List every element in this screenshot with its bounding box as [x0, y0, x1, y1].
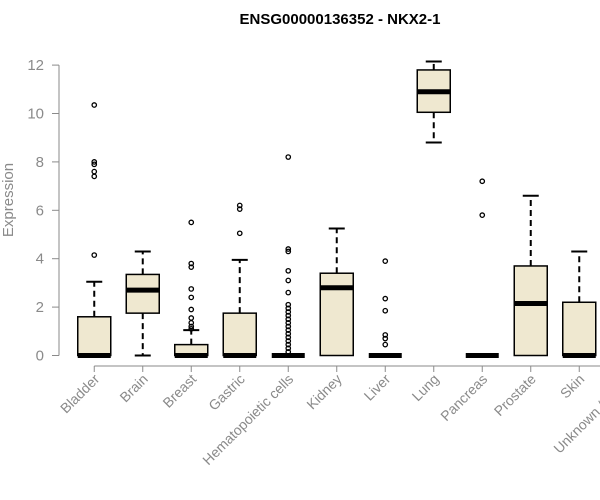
outlier-point: [236, 206, 243, 212]
outlier-point: [188, 286, 195, 292]
outlier-point: [91, 252, 98, 258]
x-tick-label: Kidney: [303, 371, 345, 413]
outlier-point: [382, 341, 389, 348]
box-brain: [125, 250, 160, 357]
box-hematopoietic-cells: [271, 154, 305, 358]
box-body: [513, 265, 548, 357]
outlier-point: [382, 307, 389, 314]
outlier-point: [285, 246, 292, 252]
outlier-point: [285, 323, 292, 330]
outlier-point: [285, 316, 292, 323]
x-tick-label: Skin: [557, 371, 588, 402]
boxes-group: [77, 60, 597, 358]
y-tick-label: 4: [36, 251, 44, 268]
outlier-point: [285, 277, 292, 284]
y-tick-label: 12: [27, 57, 44, 74]
outlier-point: [91, 173, 98, 180]
box-pancreas: [465, 178, 499, 358]
outlier-point: [188, 326, 195, 332]
outlier-point: [382, 335, 389, 342]
box-body: [562, 301, 597, 357]
x-tick-label: Pancreas: [437, 371, 490, 424]
y-axis-label: Expression: [0, 163, 17, 237]
x-tick-label: Bladder: [57, 371, 103, 417]
outlier-point: [285, 154, 292, 160]
box-prostate: [513, 194, 548, 357]
outlier-point: [479, 212, 486, 218]
outlier-point: [91, 102, 98, 108]
outlier-point: [188, 294, 195, 301]
box-body: [125, 273, 160, 314]
box-kidney: [319, 227, 354, 357]
outlier-point: [91, 161, 98, 168]
outlier-point: [285, 345, 292, 352]
outlier-point: [285, 338, 292, 344]
outlier-point: [285, 305, 292, 312]
y-tick-label: 6: [36, 202, 44, 219]
x-tick-label: Breast: [159, 371, 199, 411]
y-tick-label: 0: [36, 348, 44, 365]
box-skin: [562, 250, 597, 358]
x-tick-label: Gastric: [205, 371, 248, 414]
outlier-point: [236, 230, 243, 237]
x-tick-label: Prostate: [491, 371, 539, 419]
outlier-point: [236, 202, 243, 209]
outlier-point: [382, 295, 389, 302]
outlier-point: [91, 168, 98, 175]
x-tick-label: Hematopoietic cells: [199, 371, 296, 468]
chart-title: ENSG00000136352 - NKX2-1: [240, 11, 441, 28]
outlier-point: [188, 323, 195, 330]
box-bladder: [77, 102, 112, 358]
outlier-point: [479, 178, 486, 185]
outlier-point: [285, 341, 292, 348]
box-breast: [174, 219, 209, 358]
outlier-point: [188, 315, 195, 321]
outlier-point: [285, 309, 292, 315]
outlier-point: [285, 330, 292, 337]
outlier-point: [285, 334, 292, 341]
outlier-point: [285, 301, 292, 308]
outlier-point: [382, 258, 389, 264]
x-tick-label: Brain: [116, 371, 150, 405]
x-tick-label: Liver: [361, 371, 394, 404]
x-tick-label: Lung: [409, 371, 442, 404]
box-body: [222, 312, 257, 357]
outlier-point: [188, 264, 195, 271]
outlier-point: [285, 319, 292, 326]
outlier-point: [188, 219, 195, 226]
outlier-point: [285, 349, 292, 355]
y-tick-label: 2: [36, 299, 44, 316]
y-tick-label: 10: [27, 106, 44, 123]
y-tick-label: 8: [36, 154, 44, 171]
outlier-point: [91, 159, 98, 165]
outlier-point: [285, 267, 292, 274]
y-axis: 0 2 4 6 8 10 12: [27, 57, 60, 365]
box-body: [77, 316, 112, 357]
outlier-point: [188, 306, 195, 313]
box-gastric: [222, 202, 257, 358]
outlier-point: [285, 248, 292, 255]
outlier-point: [285, 312, 292, 319]
outlier-point: [188, 260, 195, 267]
outlier-point: [382, 332, 389, 338]
outlier-point: [285, 327, 292, 333]
box-liver: [368, 258, 402, 358]
box-lung: [416, 60, 451, 144]
outlier-point: [285, 289, 292, 296]
